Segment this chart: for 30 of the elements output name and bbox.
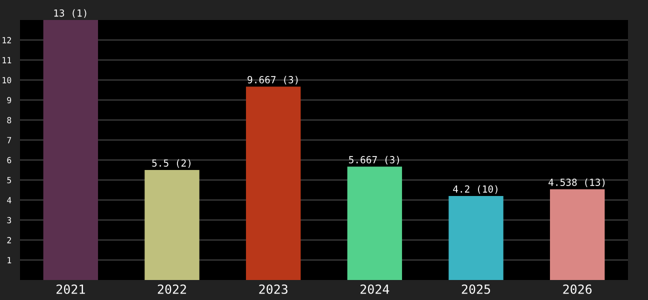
y-tick-label: 12 [2, 37, 11, 44]
y-tick-label: 3 [7, 217, 12, 224]
bar [448, 196, 504, 280]
y-tick-label: 10 [2, 77, 12, 84]
y-tick-label: 7 [7, 137, 12, 144]
x-tick-label: 2024 [360, 284, 390, 294]
y-tick-label: 1 [8, 257, 12, 264]
y-tick-label: 4 [7, 197, 12, 204]
data-label: 5.667 (3) [349, 156, 399, 165]
x-tick-label: 2022 [158, 284, 186, 294]
y-tick-label: 8 [7, 117, 12, 124]
data-label: 4.2 (10) [453, 185, 498, 194]
x-tick-label: 2021 [56, 284, 85, 294]
bar [550, 189, 605, 280]
y-tick-label: 11 [2, 57, 12, 64]
x-tick-label: 2025 [462, 284, 490, 294]
y-tick-label: 6 [7, 157, 12, 164]
bar [347, 166, 402, 280]
x-tick-label: 2023 [259, 284, 288, 294]
data-label: 9.667 (3) [248, 76, 298, 85]
bar [246, 86, 301, 280]
bar [43, 20, 98, 280]
bar [144, 170, 200, 280]
y-tick-label: 5 [7, 177, 11, 184]
data-label: 5.5 (2) [152, 159, 190, 168]
y-tick-label: 2 [7, 237, 11, 244]
data-label: 4.538 (13) [548, 178, 605, 188]
x-tick-label: 2026 [563, 284, 592, 294]
y-tick-label: 9 [7, 97, 12, 104]
data-label: 13 (1) [54, 9, 86, 18]
